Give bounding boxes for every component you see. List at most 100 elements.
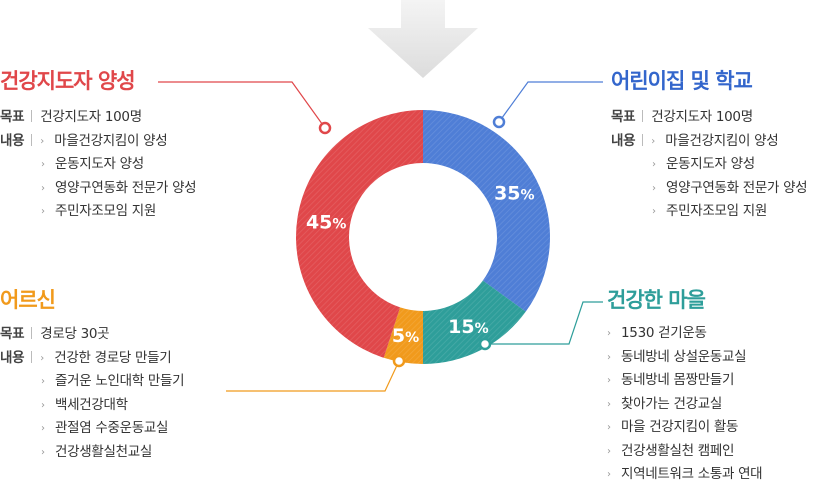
chevron-right-icon: ›: [651, 135, 655, 147]
list-item: 건강생활실천 캠페인: [621, 442, 735, 459]
chevron-right-icon: ›: [607, 469, 611, 480]
leader-dot: [478, 337, 492, 351]
elderly-title: 어르신: [0, 288, 56, 312]
list-item: 마을건강지킴이 양성: [665, 132, 779, 149]
chevron-right-icon: ›: [607, 445, 611, 457]
list-item: 운동지도자 양성: [666, 156, 755, 172]
school-details: 목표 건강지도자 100명 내용 › 마을건강지킴이 양성 › 운동지도자 양성 › 영양…: [611, 106, 808, 224]
slice-percent-label: 45%: [306, 212, 346, 234]
chevron-right-icon: ›: [41, 446, 45, 458]
chevron-right-icon: ›: [607, 398, 611, 410]
content-label: 내용: [0, 349, 25, 366]
chevron-right-icon: ›: [41, 206, 45, 217]
village-item-row: › 1530 걷기운동: [607, 322, 762, 346]
divider: [31, 327, 33, 339]
village-item-row: › 찾아가는 건강교실: [607, 393, 762, 417]
goal-value: 경로당 30곳: [40, 326, 110, 342]
slice-percent-label: 35%: [494, 183, 534, 205]
divider: [31, 110, 33, 122]
village-item-row: › 동네방네 몸짱만들기: [607, 369, 762, 393]
school-section: 어린이집 및 학교: [611, 68, 753, 94]
list-item: 영양구연동화 전문가 양성: [666, 179, 808, 196]
divider: [31, 350, 33, 363]
school-item-row: › 영양구연동화 전문가 양성: [611, 177, 808, 201]
list-item: 건강생활실천교실: [55, 443, 152, 460]
village-item-row: › 동네방네 상설운동교실: [607, 346, 762, 370]
school-item-row: › 운동지도자 양성: [611, 153, 807, 177]
school-item-row: › 주민자조모임 지원: [611, 200, 807, 224]
goal-label: 목표: [0, 326, 25, 342]
leader-line: [226, 360, 400, 392]
slice-texture: [296, 110, 423, 358]
list-item: 동네방네 몸짱만들기: [621, 372, 735, 388]
list-item: 즐거운 노인대학 만들기: [55, 373, 185, 389]
leaders-section: 건강지도자 양성: [0, 68, 136, 94]
elderly-goal-row: 목표 경로당 30곳: [0, 323, 184, 347]
leader-line: [158, 81, 326, 129]
leader-dot: [392, 354, 406, 368]
divider: [31, 133, 33, 146]
content-label: 내용: [611, 132, 636, 149]
leaders-details: 목표 건강지도자 100명 내용 › 마을건강지킴이 양성 › 운동지도자 양성 › 영양…: [0, 106, 197, 224]
list-item: 지역네트워크 소통과 연대: [621, 466, 763, 482]
village-section: 건강한 마을: [607, 287, 706, 313]
goal-label: 목표: [0, 109, 25, 125]
list-item: 1530 걷기운동: [621, 325, 707, 341]
village-item-row: › 지역네트워크 소통과 연대: [607, 463, 763, 487]
slice-texture: [383, 307, 423, 364]
content-label: 내용: [0, 132, 25, 149]
list-item: 주민자조모임 지원: [55, 203, 156, 219]
elderly-item-row: › 건강생활실천교실: [0, 441, 184, 465]
chevron-right-icon: ›: [607, 351, 611, 363]
goal-label: 목표: [611, 109, 636, 125]
slice-percent-label: 5%: [392, 325, 419, 347]
chevron-right-icon: ›: [41, 376, 45, 387]
leaders-item-row: › 운동지도자 양성: [0, 153, 196, 177]
list-item: 찾아가는 건강교실: [621, 395, 722, 412]
list-item: 동네방네 상설운동교실: [621, 348, 747, 365]
chevron-right-icon: ›: [41, 423, 45, 434]
leader-dot: [492, 115, 506, 129]
list-item: 영양구연동화 전문가 양성: [55, 179, 197, 196]
school-title: 어린이집 및 학교: [611, 69, 753, 93]
chevron-right-icon: ›: [41, 159, 45, 170]
chevron-right-icon: ›: [40, 135, 44, 147]
divider: [642, 133, 644, 146]
list-item: 마을 건강지킴이 활동: [621, 419, 739, 435]
chevron-right-icon: ›: [607, 375, 611, 386]
chevron-right-icon: ›: [652, 159, 656, 170]
leaders-title: 건강지도자 양성: [0, 69, 136, 93]
slice-texture: [423, 110, 550, 312]
list-item: 건강한 경로당 만들기: [54, 349, 172, 366]
goal-value: 건강지도자 100명: [40, 109, 142, 125]
leaders-item-row: › 주민자조모임 지원: [0, 200, 196, 224]
elderly-content-row: 내용 › 건강한 경로당 만들기: [0, 347, 184, 371]
school-content-row: 내용 › 마을건강지킴이 양성: [611, 130, 807, 154]
down-arrow-icon: [368, 0, 478, 78]
leader-line: [498, 81, 603, 123]
divider: [642, 110, 644, 122]
village-item-row: › 건강생활실천 캠페인: [607, 440, 762, 464]
chevron-right-icon: ›: [41, 182, 45, 194]
list-item: 백세건강대학: [55, 396, 128, 413]
leaders-content-row: 내용 › 마을건강지킴이 양성: [0, 130, 196, 154]
leaders-item-row: › 영양구연동화 전문가 양성: [0, 177, 197, 201]
leader-line: [485, 301, 603, 345]
school-goal-row: 목표 건강지도자 100명: [611, 106, 807, 130]
chevron-right-icon: ›: [607, 328, 611, 339]
list-item: 관절염 수중운동교실: [55, 420, 169, 436]
elderly-section: 어르신: [0, 287, 56, 313]
leader-dot: [318, 121, 332, 135]
list-item: 운동지도자 양성: [55, 156, 144, 172]
chevron-right-icon: ›: [40, 352, 44, 364]
slice-texture: [423, 280, 526, 364]
elderly-item-row: › 즐거운 노인대학 만들기: [0, 370, 184, 394]
list-item: 주민자조모임 지원: [666, 203, 767, 219]
goal-value: 건강지도자 100명: [651, 109, 753, 125]
list-item: 마을건강지킴이 양성: [54, 132, 168, 149]
village-title: 건강한 마을: [607, 288, 706, 312]
leaders-goal-row: 목표 건강지도자 100명: [0, 106, 196, 130]
chevron-right-icon: ›: [607, 422, 611, 433]
chevron-right-icon: ›: [652, 206, 656, 217]
